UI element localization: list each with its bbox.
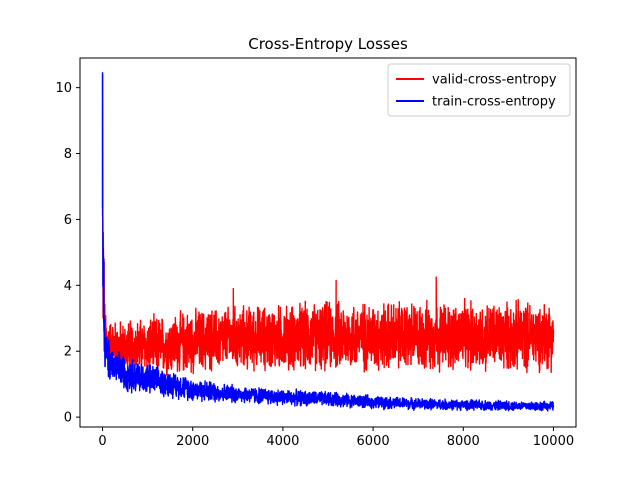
y-tick-label: 2 xyxy=(64,345,72,360)
y-tick-label: 10 xyxy=(55,81,72,96)
x-axis: 0 2000 4000 6000 8000 10000 xyxy=(98,427,574,449)
y-tick-label: 8 xyxy=(64,147,72,162)
y-axis: 0 2 4 6 8 10 xyxy=(55,81,80,426)
x-tick-label: 0 xyxy=(98,434,106,449)
x-tick-label: 6000 xyxy=(357,434,390,449)
series-layer xyxy=(101,72,555,412)
x-tick-label: 10000 xyxy=(533,434,574,449)
legend-label: train-cross-entropy xyxy=(432,95,556,110)
legend-box xyxy=(387,63,571,117)
x-tick-label: 4000 xyxy=(266,434,299,449)
y-tick-label: 0 xyxy=(64,411,72,426)
axes-frame xyxy=(79,57,577,428)
y-tick-label: 6 xyxy=(64,213,72,228)
series-line-train-cross-entropy xyxy=(101,72,555,412)
legend: valid-cross-entropy train-cross-entropy xyxy=(387,63,571,117)
legend-label: valid-cross-entropy xyxy=(432,73,557,88)
series-line-valid-cross-entropy xyxy=(101,73,555,378)
x-tick-label: 8000 xyxy=(447,434,480,449)
y-tick-label: 4 xyxy=(64,279,72,294)
chart-title: Cross-Entropy Losses xyxy=(248,35,408,53)
x-tick-label: 2000 xyxy=(176,434,209,449)
